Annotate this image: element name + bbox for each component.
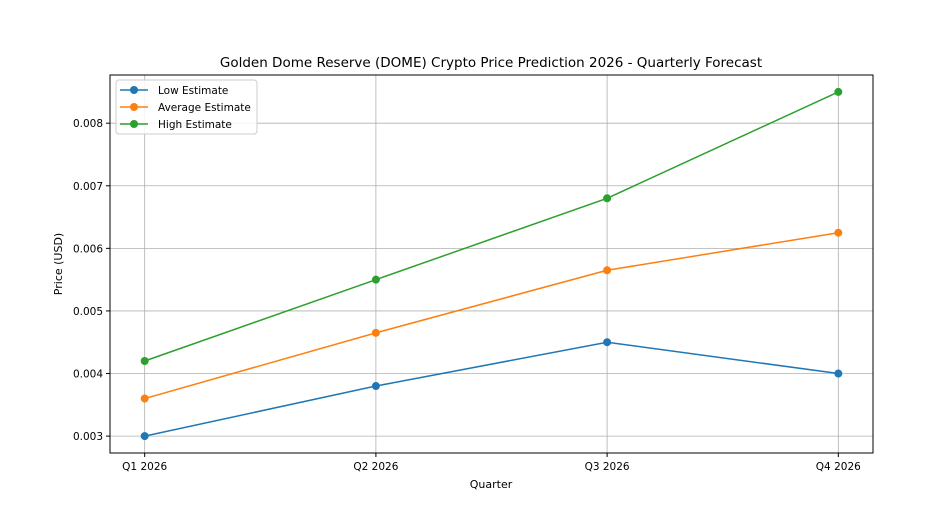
- y-tick-label: 0.007: [73, 181, 103, 193]
- data-point: [834, 369, 843, 378]
- series-low-estimate: [140, 338, 843, 441]
- y-tick-label: 0.008: [73, 118, 103, 130]
- data-point: [371, 328, 380, 337]
- y-tick-label: 0.003: [73, 431, 103, 443]
- legend-label: Average Estimate: [158, 102, 251, 114]
- data-point: [371, 382, 380, 391]
- legend-box: [115, 79, 258, 135]
- legend-entry: Average Estimate: [120, 102, 251, 114]
- series-line: [144, 341, 839, 437]
- legend-marker: [130, 103, 138, 111]
- grid: [110, 75, 873, 453]
- series-high-estimate: [140, 87, 843, 366]
- legend-entry: High Estimate: [120, 119, 232, 131]
- series-average-estimate: [140, 228, 843, 403]
- x-tick-label: Q1 2026: [122, 461, 167, 473]
- series-line: [144, 231, 839, 400]
- ticks: Q1 2026 Q2 2026 Q3 2026 Q4 2026 0.003 0.004 0.…: [73, 118, 861, 473]
- y-tick-label: 0.004: [73, 369, 103, 381]
- data-point: [603, 194, 612, 203]
- data-point: [140, 432, 149, 441]
- legend-marker: [130, 120, 138, 128]
- legend: Low Estimate Average Estimate High Estimat…: [115, 79, 258, 135]
- data-point: [140, 394, 149, 403]
- data-point: [371, 275, 380, 284]
- legend-label: High Estimate: [158, 119, 232, 131]
- y-tick-label: 0.005: [73, 306, 103, 318]
- data-point: [140, 357, 149, 366]
- y-axis-label: Price (USD): [52, 233, 65, 295]
- chart-title: Golden Dome Reserve (DOME) Crypto Price …: [220, 55, 762, 71]
- series-layer: [140, 87, 843, 441]
- data-point: [603, 338, 612, 347]
- x-tick-label: Q2 2026: [353, 461, 398, 473]
- legend-label: Low Estimate: [158, 85, 228, 97]
- series-line: [144, 91, 839, 362]
- data-point: [834, 87, 843, 96]
- y-tick-label: 0.006: [73, 243, 103, 255]
- x-tick-label: Q3 2026: [585, 461, 630, 473]
- legend-entry: Low Estimate: [120, 85, 228, 97]
- data-point: [834, 228, 843, 237]
- x-axis-label: Quarter: [470, 478, 513, 491]
- plot-frame: [109, 74, 874, 454]
- x-tick-label: Q4 2026: [816, 461, 861, 473]
- legend-marker: [130, 86, 138, 94]
- data-point: [603, 266, 612, 275]
